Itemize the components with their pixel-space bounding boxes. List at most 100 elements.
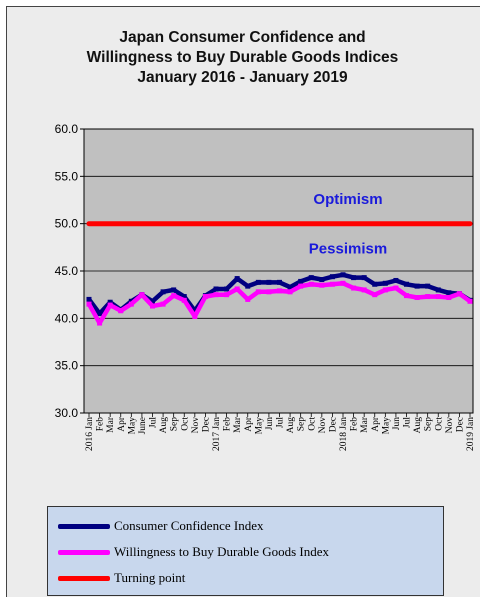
legend-label-durable-goods: Willingness to Buy Durable Goods Index bbox=[114, 544, 330, 559]
legend-item-turning-point: Turning point bbox=[58, 568, 185, 588]
x-tick-label: Apr bbox=[371, 416, 381, 432]
x-tick-label: Mar bbox=[360, 416, 370, 433]
x-tick-label: Apr bbox=[117, 416, 127, 432]
x-tick-label: Nov bbox=[318, 417, 328, 434]
data-point bbox=[245, 283, 251, 289]
y-tick-label: 40.0 bbox=[55, 311, 79, 325]
y-tick-label: 50.0 bbox=[55, 217, 79, 231]
data-point bbox=[160, 301, 166, 307]
x-tick-label: Sep bbox=[170, 417, 180, 432]
data-point bbox=[435, 287, 441, 293]
x-tick-label: June bbox=[138, 417, 148, 434]
data-point bbox=[372, 292, 378, 298]
data-point bbox=[181, 297, 187, 303]
x-tick-label: May bbox=[254, 417, 264, 435]
x-tick-label: Sep bbox=[424, 417, 434, 432]
data-point bbox=[139, 292, 145, 298]
data-point bbox=[266, 289, 272, 295]
data-point bbox=[150, 298, 155, 304]
data-point bbox=[298, 278, 304, 284]
data-point bbox=[467, 298, 473, 304]
data-point bbox=[234, 286, 240, 292]
x-tick-label: Feb bbox=[350, 417, 360, 432]
x-tick-label: May bbox=[127, 417, 137, 435]
x-tick-label: Dec bbox=[328, 417, 338, 432]
data-point bbox=[192, 313, 198, 319]
data-point bbox=[224, 286, 230, 292]
data-point bbox=[97, 320, 103, 326]
x-tick-label: Jun bbox=[392, 417, 402, 430]
x-tick-label: May bbox=[381, 417, 391, 435]
legend-item-durable-goods: Willingness to Buy Durable Goods Index bbox=[58, 542, 329, 562]
x-tick-label: Jul bbox=[149, 417, 159, 428]
x-tick-label: 2017 Jan bbox=[212, 417, 222, 451]
data-point bbox=[340, 280, 346, 286]
data-point bbox=[435, 294, 441, 300]
data-point bbox=[329, 281, 335, 287]
data-point bbox=[171, 287, 177, 293]
x-tick-label: Jul bbox=[403, 417, 413, 428]
data-point bbox=[319, 282, 325, 288]
x-tick-label: Feb bbox=[96, 417, 106, 432]
chart-title-line-2: Willingness to Buy Durable Goods Indices bbox=[86, 49, 399, 66]
data-point bbox=[414, 283, 420, 289]
data-point bbox=[160, 289, 166, 295]
x-tick-label: Nov bbox=[191, 417, 201, 434]
data-point bbox=[287, 289, 293, 295]
data-point bbox=[446, 290, 452, 296]
data-point bbox=[255, 289, 261, 295]
data-point bbox=[86, 301, 92, 307]
annotation-label: Optimism bbox=[313, 191, 382, 208]
data-point bbox=[298, 283, 304, 289]
data-point bbox=[404, 293, 409, 299]
x-tick-label: Jun bbox=[265, 417, 275, 430]
data-point bbox=[150, 303, 155, 309]
data-point bbox=[382, 287, 388, 293]
data-point bbox=[277, 279, 282, 285]
data-point bbox=[425, 283, 431, 289]
chart-title-line-1: Japan Consumer Confidence and bbox=[119, 29, 366, 46]
x-tick-label: Nov bbox=[445, 417, 455, 434]
y-tick-label: 35.0 bbox=[55, 359, 79, 373]
x-tick-label: Mar bbox=[106, 416, 116, 433]
data-point bbox=[319, 277, 325, 283]
data-point bbox=[266, 279, 272, 285]
x-tick-label: Sep bbox=[297, 417, 307, 432]
data-point bbox=[255, 279, 261, 285]
x-tick-label: Aug bbox=[413, 417, 423, 434]
data-point bbox=[128, 301, 134, 307]
data-point bbox=[372, 281, 378, 287]
data-point bbox=[97, 311, 103, 317]
data-point bbox=[361, 287, 367, 293]
data-point bbox=[404, 281, 409, 287]
data-point bbox=[351, 285, 357, 291]
data-point bbox=[456, 291, 462, 297]
legend-swatch-turning-point bbox=[58, 575, 110, 581]
data-point bbox=[107, 299, 113, 305]
x-tick-label: Oct bbox=[180, 417, 190, 431]
annotation-label: Pessimism bbox=[309, 240, 387, 257]
chart-title-line-3: January 2016 - January 2019 bbox=[137, 69, 348, 86]
data-point bbox=[361, 275, 367, 281]
data-point bbox=[351, 275, 357, 281]
data-point bbox=[171, 293, 177, 299]
data-point bbox=[308, 275, 314, 281]
data-point bbox=[118, 308, 124, 314]
legend-label-turning-point: Turning point bbox=[114, 570, 186, 585]
legend-label-consumer-confidence: Consumer Confidence Index bbox=[114, 518, 264, 533]
x-tick-label: Feb bbox=[223, 417, 233, 432]
x-tick-label: Dec bbox=[455, 417, 465, 432]
x-tick-label: Oct bbox=[307, 417, 317, 431]
legend-swatch-durable-goods bbox=[58, 549, 110, 555]
x-tick-label: Dec bbox=[201, 417, 211, 432]
x-tick-label: Aug bbox=[286, 417, 296, 434]
data-point bbox=[340, 272, 346, 278]
data-point bbox=[234, 276, 240, 282]
x-tick-label: Apr bbox=[244, 416, 254, 432]
data-point bbox=[414, 295, 420, 301]
legend-swatch-consumer-confidence bbox=[58, 523, 110, 529]
data-point bbox=[287, 284, 293, 290]
data-point bbox=[425, 294, 431, 300]
data-point bbox=[329, 274, 335, 280]
